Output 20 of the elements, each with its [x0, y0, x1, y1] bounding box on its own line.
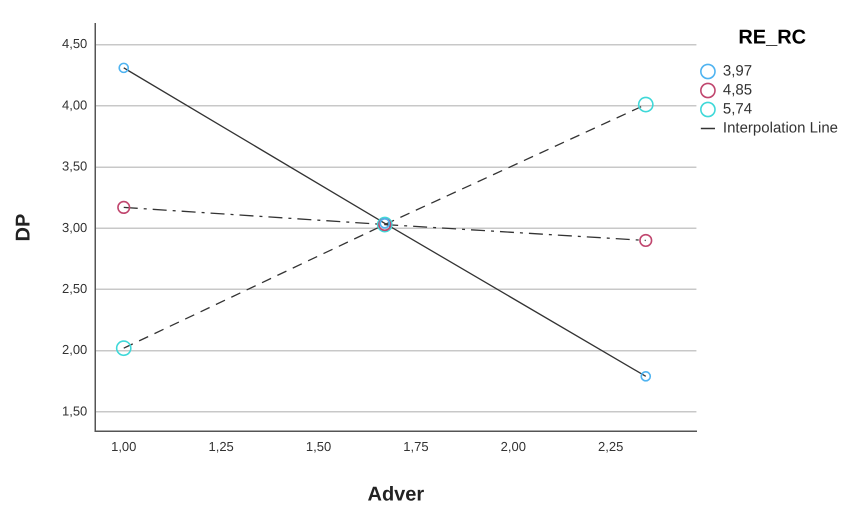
- y-tick-label: 4,50: [62, 36, 88, 52]
- y-tick-label: 3,50: [62, 158, 88, 174]
- y-tick-label: 1,50: [62, 403, 88, 418]
- x-tick-label: 1,00: [111, 438, 136, 454]
- y-tick-label: 2,50: [62, 280, 88, 296]
- y-tick-label: 4,00: [62, 97, 88, 112]
- legend-label: Interpolation Line: [722, 120, 838, 137]
- y-axis-title: DP: [12, 214, 35, 242]
- x-tick-label: 2,25: [598, 438, 624, 454]
- y-tick-label: 2,00: [62, 342, 88, 358]
- x-tick-label: 1,75: [403, 438, 429, 454]
- legend-title: RE_RC: [738, 26, 806, 49]
- x-tick-label: 1,25: [208, 438, 234, 454]
- x-axis-title: Adver: [368, 484, 424, 506]
- x-tick-label: 1,50: [306, 438, 332, 454]
- y-tick-label: 3,00: [62, 220, 88, 235]
- legend-label: 3,97: [722, 62, 752, 80]
- legend-label: 4,85: [722, 82, 752, 99]
- x-tick-label: 2,00: [500, 438, 526, 454]
- legend-label: 5,74: [722, 100, 752, 118]
